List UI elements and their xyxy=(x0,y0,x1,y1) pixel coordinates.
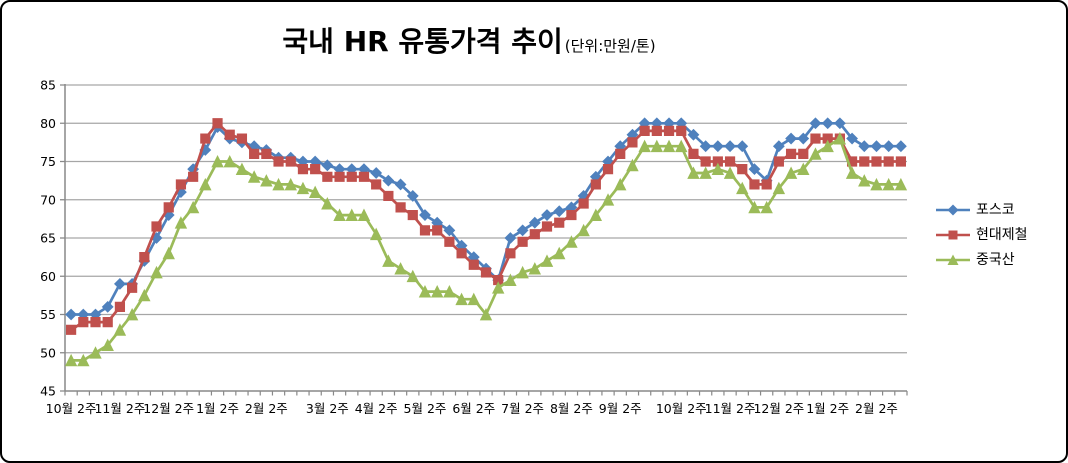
y-axis-label: 70 xyxy=(40,192,56,207)
posco-line-marker-icon xyxy=(936,204,970,216)
x-axis-label: 12월 2주 xyxy=(143,401,194,416)
x-axis-label: 3월 2주 xyxy=(306,401,349,416)
y-axis-label: 75 xyxy=(40,154,56,169)
x-axis-label: 6월 2주 xyxy=(452,401,495,416)
posco-line xyxy=(69,121,903,316)
y-axis-label: 45 xyxy=(40,384,56,399)
hyundai-steel-line-marker-icon xyxy=(936,230,970,240)
china-imported-markers xyxy=(64,132,908,367)
x-axis-label: 12월 2주 xyxy=(753,401,804,416)
chart-title: 국내 HR 유통가격 추이 xyxy=(282,25,563,58)
y-axis-label: 60 xyxy=(40,269,56,284)
chart-title-unit: (단위:만원/톤) xyxy=(564,37,656,55)
x-axis-label: 11월 2주 xyxy=(94,401,145,416)
legend-label-china-imported: 중국산 xyxy=(976,252,1015,268)
legend-label-hyundai-steel: 현대제철 xyxy=(976,227,1028,243)
x-axis-label: 4월 2주 xyxy=(355,401,398,416)
legend-label-posco: 포스코 xyxy=(976,202,1015,218)
x-axis-label: 10월 2주 xyxy=(46,401,97,416)
legend-item-hyundai-steel: 현대제철 xyxy=(935,226,1028,244)
hyundai-steel-markers xyxy=(66,118,906,335)
x-axis-label: 2월 2주 xyxy=(245,401,288,416)
china-imported-line-marker-icon xyxy=(936,254,970,265)
y-axis-label: 55 xyxy=(40,307,56,322)
y-axis-label: 65 xyxy=(40,231,56,246)
x-axis-label: 1월 2주 xyxy=(806,401,849,416)
legend-item-china-imported: 중국산 xyxy=(935,251,1028,269)
x-axis-label: 8월 2주 xyxy=(550,401,593,416)
x-axis-label: 1월 2주 xyxy=(196,401,239,416)
chart-title-row: 국내 HR 유통가격 추이 (단위:만원/톤) xyxy=(2,20,936,60)
y-axis-label: 85 xyxy=(40,78,56,93)
posco-markers xyxy=(65,117,907,321)
y-axis-label: 50 xyxy=(40,345,56,360)
x-axis-label: 5월 2주 xyxy=(404,401,447,416)
x-axis-label: 10월 2주 xyxy=(656,401,707,416)
y-axis-label: 80 xyxy=(40,116,56,131)
x-axis-label: 7월 2주 xyxy=(501,401,544,416)
legend: 포스코 현대제철 중국산 xyxy=(935,201,1028,269)
x-axis-label: 2월 2주 xyxy=(855,401,898,416)
x-axis-label: 11월 2주 xyxy=(705,401,756,416)
x-axis-label: 9월 2주 xyxy=(599,401,642,416)
legend-item-posco: 포스코 xyxy=(935,201,1028,219)
